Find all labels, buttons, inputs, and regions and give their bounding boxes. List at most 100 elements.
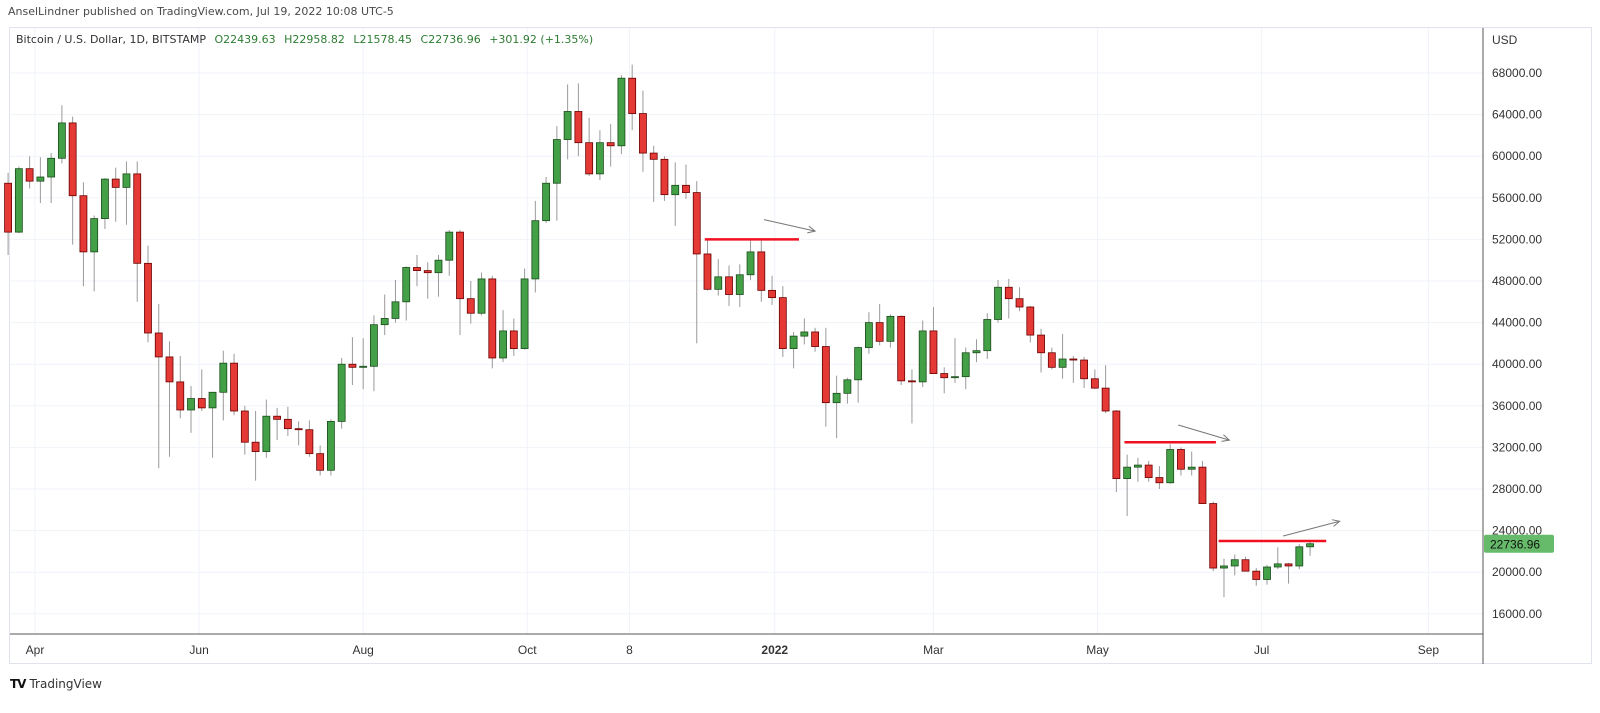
legend-change: +301.92 (+1.35%) (489, 33, 594, 46)
chart-frame (9, 27, 1592, 664)
candle-down (1037, 334, 1045, 354)
candle-up (832, 392, 841, 404)
candle-up (208, 391, 217, 409)
candle-down (703, 253, 712, 290)
candle-down (316, 453, 325, 471)
candle-up (262, 415, 271, 452)
arrow-head-icon (1331, 519, 1341, 527)
candle-down (875, 322, 884, 342)
candle-down (1080, 359, 1088, 380)
price-tick-label: 36000.00 (1492, 399, 1542, 413)
candle-up (972, 350, 981, 354)
candle-down (133, 173, 142, 264)
candle-up (563, 111, 572, 140)
candle-up (391, 301, 400, 319)
candle-up (359, 365, 368, 368)
time-tick-label: Jun (189, 643, 208, 657)
price-tick-label: 68000.00 (1492, 66, 1542, 80)
time-tick-label: Aug (353, 643, 374, 657)
candle-up (337, 363, 346, 422)
candle-up (402, 267, 411, 303)
candle-up (617, 77, 626, 147)
candle-down (1047, 352, 1056, 368)
candle-up (370, 324, 378, 367)
candle-up (219, 362, 228, 393)
candle-up (1295, 546, 1304, 567)
candle-down (1209, 503, 1218, 569)
candle-down (273, 415, 282, 420)
candle-up (520, 278, 529, 350)
candle-down (649, 152, 658, 160)
candle-up (14, 168, 23, 233)
time-tick-label: Mar (923, 643, 944, 657)
candle-up (1263, 566, 1271, 580)
candle-up (326, 420, 335, 471)
tradingview-logo-text: TradingView (29, 677, 102, 691)
arrow-head-icon (807, 225, 817, 234)
candle-down (1069, 358, 1078, 361)
price-tick-label: 28000.00 (1492, 482, 1542, 496)
time-tick-label: 2022 (761, 643, 788, 657)
candle-up (983, 319, 992, 352)
candle-down (940, 373, 949, 379)
candle-down (176, 381, 185, 411)
candle-down (283, 418, 292, 430)
candle-down (413, 267, 421, 272)
candle-down (778, 297, 787, 350)
candle-up (36, 176, 45, 182)
candle-down (1144, 464, 1153, 478)
candle-up (746, 251, 755, 276)
price-tick-label: 32000.00 (1492, 440, 1542, 454)
candle-down (585, 142, 594, 175)
tradingview-logo[interactable]: TV TradingView (10, 677, 102, 691)
candle-down (1252, 570, 1261, 580)
candle-up (1187, 466, 1196, 470)
candle-down (197, 398, 206, 409)
legend-low: L21578.45 (353, 33, 413, 46)
last-price-tag (1484, 534, 1554, 553)
candle-down (348, 363, 357, 368)
price-tick-label: 40000.00 (1492, 357, 1542, 371)
candle-down (1155, 477, 1164, 484)
candle-down (111, 178, 120, 188)
candle-down (1101, 387, 1110, 412)
candle-up (90, 218, 99, 253)
price-tick-label: 56000.00 (1492, 191, 1542, 205)
candle-up (552, 139, 561, 184)
candle-up (1273, 563, 1282, 568)
candle-up (961, 352, 970, 378)
candle-up (1134, 464, 1142, 468)
candle-down (79, 195, 88, 253)
time-tick-label: Oct (518, 643, 537, 657)
candle-up (865, 322, 873, 348)
candle-down (165, 356, 174, 383)
candle-up (499, 330, 507, 359)
candle-up (1166, 449, 1175, 484)
candle-down (1241, 559, 1250, 572)
price-tick-label: 48000.00 (1492, 274, 1542, 288)
legend-open: O22439.63 (214, 33, 276, 46)
candle-down (305, 429, 314, 455)
candle-down (488, 278, 497, 359)
candle-up (886, 315, 895, 342)
candle-up (477, 278, 486, 314)
candle-up (789, 335, 798, 349)
candle-down (68, 122, 77, 197)
legend-close: C22736.96 (420, 33, 481, 46)
price-tick-label: 52000.00 (1492, 232, 1542, 246)
symbol-title[interactable]: Bitcoin / U.S. Dollar, 1D, BITSTAMP (16, 33, 206, 46)
candle-down (4, 182, 12, 233)
candle-up (531, 220, 540, 280)
candle-up (380, 318, 389, 326)
candle-up (101, 178, 109, 220)
candle-down (230, 362, 238, 412)
price-tick-label: 60000.00 (1492, 149, 1542, 163)
candle-up (918, 330, 927, 383)
candle-down (811, 331, 819, 347)
candle-down (1026, 306, 1035, 336)
candle-down (240, 410, 249, 443)
time-tick-label: Apr (26, 643, 45, 657)
candle-down (929, 330, 938, 374)
candle-up (994, 286, 1002, 320)
